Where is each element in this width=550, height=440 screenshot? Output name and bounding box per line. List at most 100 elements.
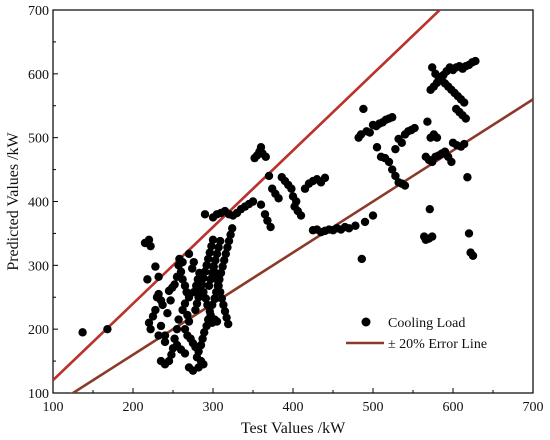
data-point <box>217 294 226 303</box>
data-point <box>220 307 230 316</box>
data-point <box>184 249 194 259</box>
data-point <box>188 264 197 273</box>
data-point <box>154 272 163 282</box>
data-point <box>428 63 437 72</box>
data-point <box>263 216 272 225</box>
data-point <box>447 157 456 167</box>
data-point <box>189 257 198 267</box>
data-point <box>193 275 202 284</box>
data-point <box>144 235 154 244</box>
data-point <box>216 236 225 246</box>
data-point <box>425 204 434 214</box>
y-tick-label: 500 <box>28 132 49 147</box>
x-axis-label: Test Values /kW <box>241 420 346 437</box>
data-point <box>250 153 259 163</box>
data-point <box>471 56 480 66</box>
data-point <box>194 347 203 356</box>
legend-label-cooling-load: Cooling Load <box>388 316 465 331</box>
data-point <box>410 123 419 133</box>
data-point <box>216 287 225 297</box>
data-point <box>167 350 176 359</box>
data-point <box>200 210 210 219</box>
data-point <box>198 334 207 343</box>
error-line-lower <box>70 98 533 393</box>
data-point <box>388 165 397 174</box>
data-point <box>158 300 167 310</box>
data-point <box>368 211 378 220</box>
data-point <box>226 230 235 239</box>
data-point <box>461 114 470 123</box>
data-point <box>211 256 220 265</box>
y-axis-label: Predicted Values /kW <box>5 131 22 270</box>
legend: Cooling Load ± 20% Error Line <box>346 316 487 352</box>
data-point <box>174 315 183 324</box>
data-point <box>154 289 163 299</box>
y-tick-label: 100 <box>28 387 49 402</box>
data-point <box>428 232 437 241</box>
data-point <box>178 257 187 267</box>
data-point <box>218 262 227 271</box>
data-point <box>189 287 198 297</box>
data-point <box>391 144 400 154</box>
data-point <box>176 267 186 276</box>
data-point <box>154 331 163 340</box>
data-point <box>468 251 478 260</box>
x-tick-label: 500 <box>363 400 384 415</box>
data-point <box>292 197 301 206</box>
data-point <box>183 310 192 320</box>
data-point <box>151 262 160 271</box>
y-tick-label: 400 <box>28 196 49 211</box>
data-point <box>222 313 231 322</box>
data-point <box>170 280 179 289</box>
data-point <box>248 197 258 206</box>
data-point <box>78 328 87 337</box>
y-tick-label: 200 <box>28 323 49 338</box>
data-point <box>351 221 360 230</box>
data-point <box>143 275 152 284</box>
data-point <box>180 299 190 308</box>
data-point <box>274 194 283 203</box>
data-point <box>220 256 229 265</box>
data-points <box>78 56 480 375</box>
data-point <box>146 241 155 251</box>
data-point <box>184 317 194 326</box>
data-point <box>195 268 204 278</box>
y-tick-label: 600 <box>28 68 49 83</box>
data-point <box>219 300 228 310</box>
y-tick-label: 700 <box>28 4 49 19</box>
data-point <box>391 171 400 181</box>
data-point <box>208 268 217 278</box>
data-point <box>256 143 266 152</box>
data-point <box>228 224 237 233</box>
data-point <box>384 157 394 167</box>
data-point <box>359 104 368 114</box>
data-point <box>180 349 190 358</box>
data-point <box>256 200 266 209</box>
data-point <box>264 171 274 181</box>
x-tick-label: 600 <box>443 400 464 415</box>
data-point <box>224 236 234 246</box>
data-point <box>397 138 406 147</box>
data-point <box>344 224 354 233</box>
x-tick-label: 100 <box>43 400 64 415</box>
data-point <box>224 319 233 329</box>
data-point <box>205 307 214 316</box>
data-point <box>208 300 217 310</box>
data-point <box>464 229 474 238</box>
x-tick-label: 700 <box>523 400 544 415</box>
data-point <box>209 262 218 271</box>
data-point <box>144 318 154 327</box>
data-point <box>460 139 469 149</box>
data-point <box>214 281 223 290</box>
data-point <box>164 356 174 366</box>
data-point <box>261 152 270 162</box>
data-point <box>223 243 232 252</box>
data-point <box>400 181 410 190</box>
legend-label-error-line: ± 20% Error Line <box>388 337 487 352</box>
x-axis-ticks: 100 200 300 400 500 600 700 <box>43 388 544 415</box>
error-lines <box>53 10 533 393</box>
data-point <box>178 275 187 284</box>
data-point <box>208 235 218 244</box>
data-point <box>360 217 370 227</box>
data-point <box>172 324 182 334</box>
